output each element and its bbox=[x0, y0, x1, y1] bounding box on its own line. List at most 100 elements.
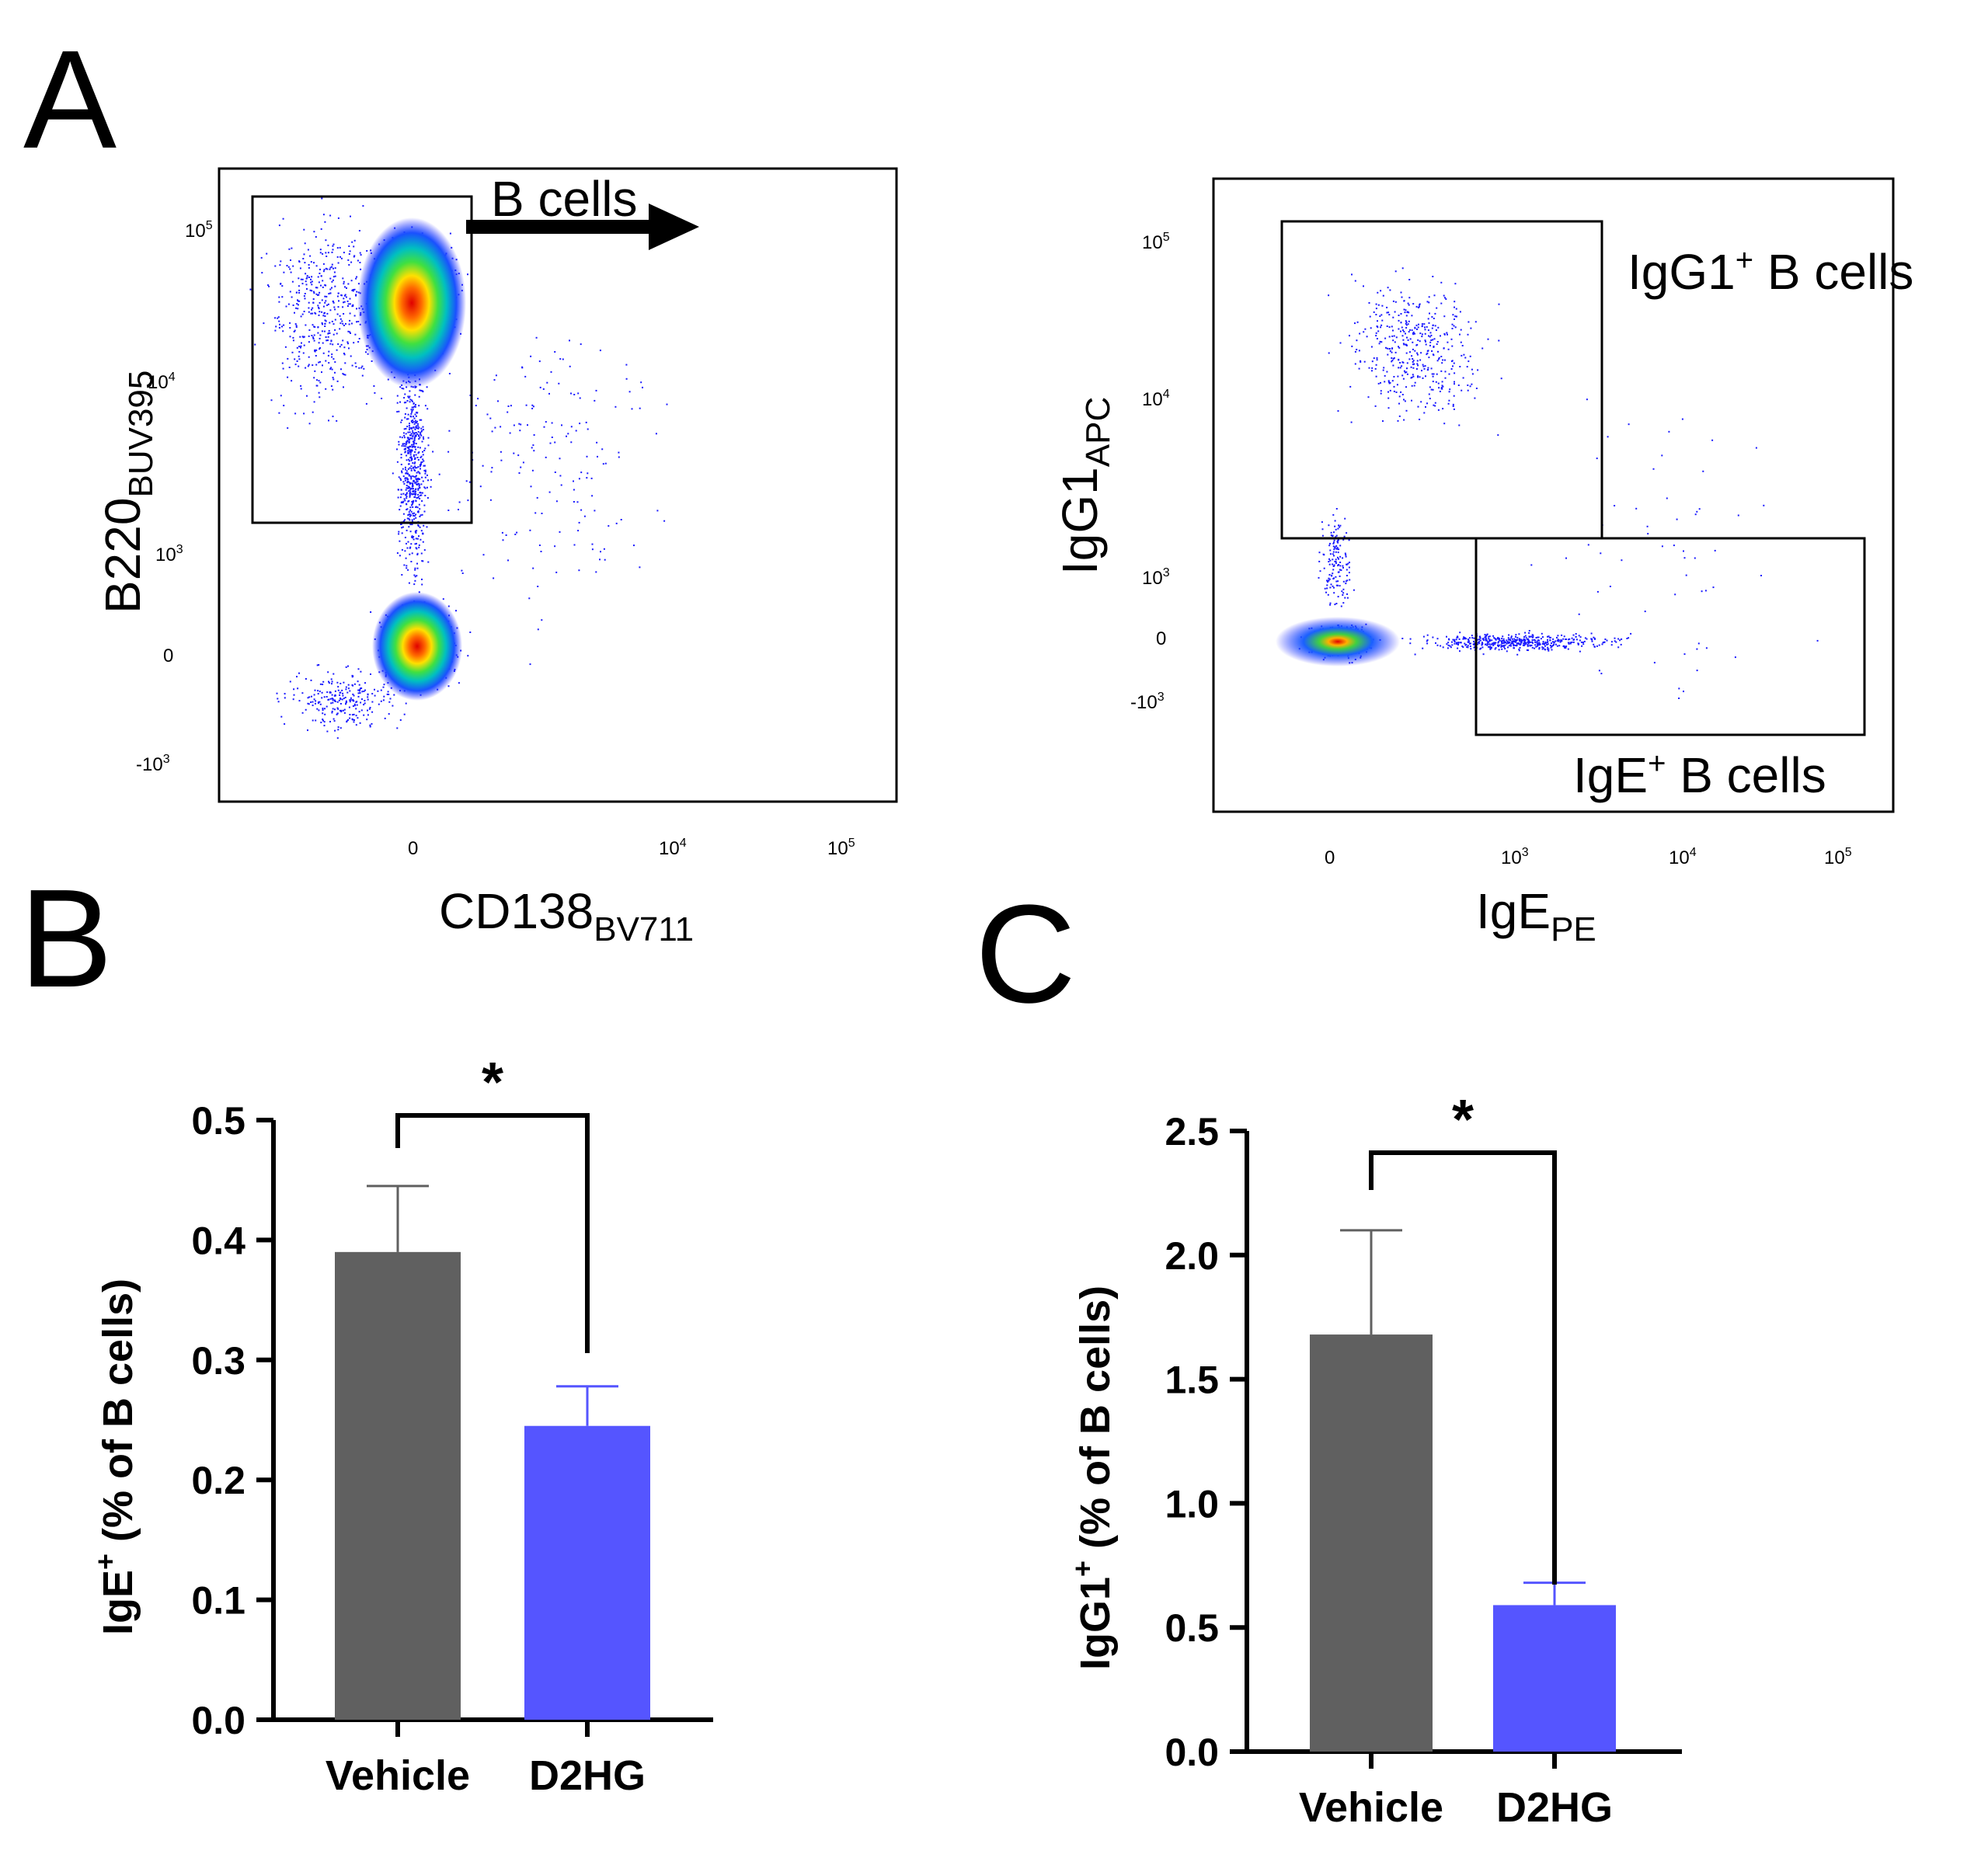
flow1-dot bbox=[415, 443, 417, 445]
flow1-dot bbox=[415, 475, 417, 478]
flow2-dot bbox=[1435, 381, 1437, 383]
flow2-dot bbox=[1464, 357, 1467, 359]
flow2-dot bbox=[1556, 636, 1558, 638]
flow2-dot bbox=[1523, 642, 1526, 645]
flow1-dot bbox=[595, 389, 597, 391]
flow2-dot bbox=[1626, 638, 1628, 639]
flow2-dot bbox=[1462, 638, 1464, 640]
flow2-dot bbox=[1580, 641, 1582, 643]
flow1-dot bbox=[620, 519, 622, 520]
flow2-dot bbox=[1534, 647, 1536, 649]
flow1-dot bbox=[303, 228, 305, 231]
flow1-dot bbox=[538, 360, 541, 363]
flow1-dot bbox=[400, 493, 402, 496]
flow2-dot bbox=[1404, 311, 1406, 314]
flow2-dot bbox=[1394, 311, 1396, 313]
flow2-dot bbox=[1345, 580, 1347, 583]
flow1-dot bbox=[415, 475, 417, 477]
flow2-dot bbox=[1442, 408, 1444, 410]
flow2-dot bbox=[1652, 468, 1655, 470]
flow1-dot bbox=[351, 676, 353, 678]
flow2-dot bbox=[1403, 343, 1405, 346]
flow1-dot bbox=[414, 446, 416, 448]
flow2-dot bbox=[1455, 308, 1457, 310]
flow2-dot bbox=[1419, 359, 1422, 361]
flow1-dot bbox=[405, 427, 407, 430]
flow2-dot bbox=[1527, 641, 1529, 643]
flow2-dot bbox=[1579, 636, 1582, 638]
flow1-dot bbox=[334, 701, 336, 702]
flow2-dot bbox=[1587, 544, 1589, 546]
flow1-dot bbox=[348, 323, 350, 325]
flow1-dot bbox=[322, 263, 325, 265]
flow1-dot bbox=[344, 374, 346, 376]
flow2-dot bbox=[1351, 273, 1353, 276]
flow1-dot bbox=[302, 352, 305, 354]
flow2-dot bbox=[1412, 367, 1415, 369]
flow1-dot bbox=[414, 494, 416, 496]
flow2-dot bbox=[1501, 645, 1503, 647]
flow1-dot bbox=[315, 355, 317, 357]
flow2-dot bbox=[1443, 359, 1446, 361]
flow1-dot bbox=[412, 513, 414, 515]
flow1-dot bbox=[370, 673, 371, 675]
flow1-dot bbox=[311, 284, 313, 286]
flow1-dot bbox=[337, 217, 339, 219]
flow2-dot bbox=[1434, 325, 1436, 327]
flow1-dot bbox=[315, 700, 317, 702]
flow1-dot bbox=[301, 692, 304, 694]
flow2-dot bbox=[1412, 363, 1414, 365]
flow1-dot bbox=[332, 301, 334, 303]
flow1-dot bbox=[447, 685, 450, 687]
flow2-dot bbox=[1419, 332, 1422, 335]
flow1-dot bbox=[326, 339, 328, 342]
flow1-dot bbox=[337, 729, 339, 731]
flow1-dot bbox=[577, 392, 580, 395]
flow1-dot bbox=[357, 668, 360, 670]
flow2-dot bbox=[1696, 510, 1698, 513]
flow1-dot bbox=[399, 436, 402, 438]
flow1-dot bbox=[401, 532, 403, 534]
flow2-dot bbox=[1416, 352, 1419, 354]
flow1-dot bbox=[280, 260, 282, 263]
flow2-dot bbox=[1406, 362, 1408, 364]
flow1-dot bbox=[405, 494, 407, 496]
flow1-dot bbox=[328, 419, 329, 422]
flow1-dot bbox=[411, 503, 413, 506]
flow2-dot bbox=[1492, 643, 1494, 645]
flow2-dot bbox=[1433, 318, 1435, 319]
flow1-dot bbox=[329, 288, 332, 291]
flow1-dot bbox=[402, 475, 405, 478]
flow1-dot bbox=[325, 267, 327, 270]
flow1-dot bbox=[422, 458, 424, 461]
flow1-dot bbox=[407, 541, 409, 543]
flow2-dot bbox=[1544, 648, 1546, 650]
flow1-dot bbox=[413, 574, 416, 576]
flow2-dot bbox=[1443, 294, 1445, 297]
flow1-dot bbox=[282, 217, 284, 220]
flow1-dot bbox=[404, 451, 406, 454]
flow2-dot bbox=[1547, 635, 1548, 638]
flow2-dot bbox=[1577, 643, 1579, 645]
flow1-dot bbox=[406, 480, 409, 482]
flow2-dot bbox=[1377, 320, 1378, 322]
flow1-dot bbox=[410, 492, 413, 495]
flow1-dot bbox=[415, 415, 417, 417]
flow1-dot bbox=[407, 487, 409, 489]
flow1-dot bbox=[412, 462, 414, 464]
flow1-dot bbox=[353, 315, 356, 317]
flow2-dot bbox=[1429, 332, 1432, 334]
flow1-dot bbox=[315, 236, 317, 238]
flow1-dot bbox=[325, 388, 327, 390]
flow1-dot bbox=[308, 301, 310, 304]
flow1-dot bbox=[318, 281, 320, 284]
flow2-dot bbox=[1336, 541, 1339, 543]
flow2-dot bbox=[1479, 637, 1481, 639]
flow2-dot bbox=[1363, 360, 1366, 363]
flow1-dot bbox=[410, 476, 413, 478]
flow1-dot bbox=[332, 267, 334, 270]
flow1-dot bbox=[420, 434, 423, 437]
flow2-dot bbox=[1346, 563, 1348, 565]
flow1-dot bbox=[562, 358, 564, 360]
flow1-dot bbox=[283, 405, 285, 407]
